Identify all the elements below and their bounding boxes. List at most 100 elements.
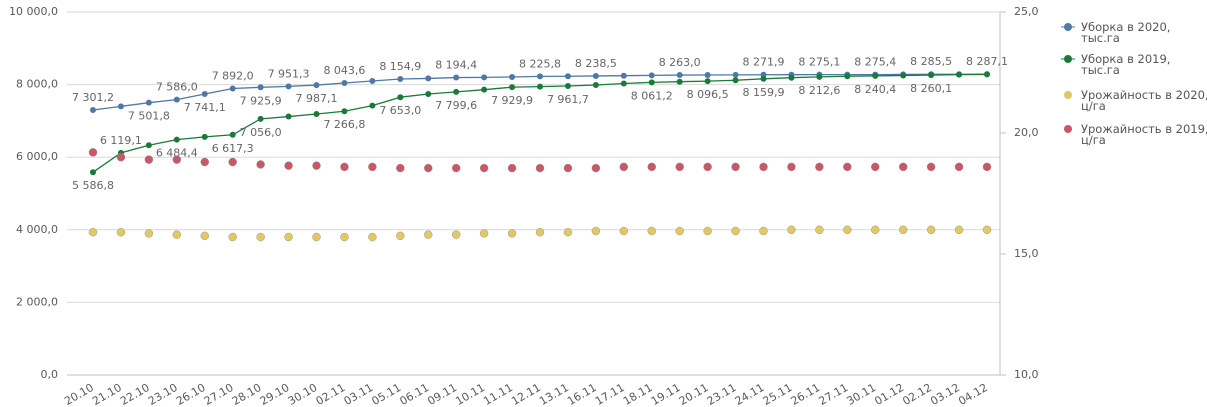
value-label: 7 799,6: [435, 99, 477, 112]
scatter-point: [954, 162, 964, 172]
point: [816, 73, 823, 80]
scatter-point: [591, 226, 601, 236]
scatter-point: [815, 162, 824, 172]
value-label: 7 501,8: [128, 110, 170, 123]
x-tick-label: 03.12: [928, 381, 962, 407]
scatter-point: [591, 163, 601, 173]
scatter-point: [256, 232, 265, 242]
scatter-point: [368, 232, 377, 242]
y-tick-label: 10 000,0: [9, 5, 58, 18]
scatter-point: [424, 230, 433, 239]
point: [732, 77, 739, 84]
point: [257, 84, 264, 91]
x-tick-label: 24.11: [733, 381, 767, 407]
y2-tick-label: 15,0: [1014, 247, 1039, 260]
point: [592, 81, 599, 88]
legend-label: Урожайность в 2020, ц/га: [1081, 88, 1207, 113]
value-label: 7 586,0: [156, 81, 198, 94]
x-tick-label: 29.10: [258, 381, 292, 407]
scatter-point: [787, 162, 796, 172]
y-tick-label: 6 000,0: [16, 150, 58, 163]
scatter-point: [507, 229, 517, 238]
scatter-point: [88, 228, 98, 237]
scatter-point: [256, 160, 265, 169]
x-tick-label: 18.11: [621, 381, 655, 407]
scatter-point: [871, 162, 880, 172]
y2-tick-label: 25,0: [1014, 5, 1039, 18]
scatter-point: [507, 163, 517, 173]
value-label: 8 260,1: [910, 82, 952, 95]
value-label: 6 119,1: [100, 134, 142, 147]
point: [397, 94, 404, 101]
value-label: 5 586,8: [72, 179, 114, 192]
point: [509, 73, 516, 80]
point: [313, 111, 320, 118]
scatter-point: [200, 231, 209, 241]
value-label: 7 961,7: [547, 93, 589, 106]
point: [509, 84, 516, 91]
scatter-point: [982, 225, 992, 235]
point: [648, 72, 655, 79]
scatter-point: [284, 161, 293, 170]
scatter-point: [535, 163, 545, 173]
x-tick-label: 03.11: [342, 381, 376, 407]
scatter-point: [647, 226, 656, 236]
value-label: 7 925,9: [240, 94, 282, 107]
x-tick-label: 23.11: [705, 381, 739, 407]
point: [732, 71, 739, 78]
point: [397, 75, 404, 82]
point: [984, 71, 990, 78]
scatter-point: [703, 226, 712, 236]
scatter-point: [675, 226, 684, 236]
x-tick-label: 17.11: [593, 381, 627, 407]
value-label: 8 194,4: [435, 59, 477, 72]
point: [285, 83, 292, 90]
point: [453, 88, 460, 95]
value-label: 8 271,9: [743, 56, 785, 69]
scatter-point: [479, 163, 489, 173]
value-label: 6 617,3: [212, 142, 254, 155]
value-label: 8 159,9: [743, 86, 785, 99]
point: [481, 74, 488, 81]
x-tick-label: 16.11: [565, 381, 599, 407]
y-tick-label: 8 000,0: [16, 78, 58, 91]
scatter-point: [563, 163, 573, 173]
x-tick-label: 27.10: [202, 381, 236, 407]
point: [341, 80, 348, 87]
x-tick-label: 09.11: [425, 381, 459, 407]
point: [648, 79, 655, 86]
point: [201, 90, 208, 97]
scatter-point: [731, 226, 740, 236]
scatter-point: [871, 225, 880, 235]
legend-label: Уборка в 2019, тыс.га: [1081, 52, 1170, 77]
x-tick-label: 05.11: [370, 381, 404, 407]
value-label: 7 653,0: [379, 104, 421, 117]
x-tick-label: 02.12: [900, 381, 934, 407]
point: [676, 78, 683, 85]
scatter-point: [312, 232, 321, 242]
scatter-point: [759, 162, 768, 172]
scatter-point: [228, 157, 237, 167]
point: [201, 133, 208, 140]
x-tick-label: 04.12: [956, 381, 990, 407]
point: [704, 71, 711, 78]
y-tick-label: 2 000,0: [16, 295, 58, 308]
x-tick-label: 19.11: [649, 381, 683, 407]
point: [620, 72, 627, 79]
x-tick-label: 28.10: [230, 381, 264, 407]
scatter-point: [424, 163, 433, 173]
x-tick-label: 06.11: [397, 381, 431, 407]
scatter-point: [619, 162, 629, 172]
point: [564, 73, 571, 80]
value-label: 8 285,5: [910, 55, 952, 68]
value-label: 8 154,9: [379, 60, 421, 73]
scatter-point: [926, 162, 936, 172]
point: [90, 106, 96, 113]
x-tick-label: 26.10: [174, 381, 208, 407]
point: [117, 103, 124, 110]
x-tick-label: 11.11: [481, 381, 515, 407]
scatter-point: [954, 225, 964, 235]
value-label: 7 056,0: [240, 126, 282, 139]
point: [285, 113, 292, 120]
